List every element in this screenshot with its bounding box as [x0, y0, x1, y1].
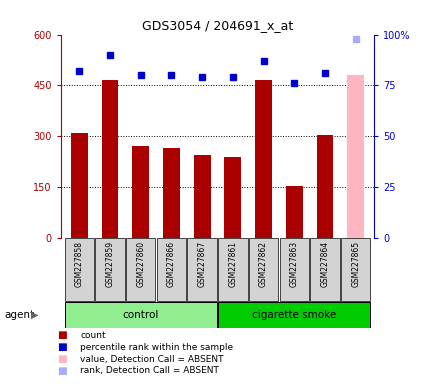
- Bar: [316, 135, 332, 238]
- Bar: [193, 155, 210, 238]
- Bar: [64, 302, 217, 328]
- Bar: [132, 147, 149, 238]
- Bar: [95, 238, 125, 301]
- Bar: [254, 80, 271, 238]
- Text: GSM227866: GSM227866: [167, 241, 175, 287]
- Bar: [64, 238, 94, 301]
- Text: GSM227860: GSM227860: [136, 241, 145, 287]
- Text: value, Detection Call = ABSENT: value, Detection Call = ABSENT: [80, 354, 224, 364]
- Bar: [217, 238, 247, 301]
- Bar: [187, 238, 217, 301]
- Bar: [126, 238, 155, 301]
- Text: GSM227862: GSM227862: [259, 241, 267, 287]
- Bar: [309, 238, 339, 301]
- Text: agent: agent: [4, 310, 34, 320]
- Text: ▶: ▶: [31, 310, 39, 320]
- Text: ■: ■: [56, 366, 66, 376]
- Bar: [71, 133, 88, 238]
- Text: cigarette smoke: cigarette smoke: [252, 310, 335, 320]
- Text: count: count: [80, 331, 106, 340]
- Text: GSM227859: GSM227859: [105, 241, 114, 287]
- Title: GDS3054 / 204691_x_at: GDS3054 / 204691_x_at: [141, 19, 293, 32]
- Text: GSM227863: GSM227863: [289, 241, 298, 287]
- Text: GSM227864: GSM227864: [320, 241, 329, 287]
- Text: GSM227861: GSM227861: [228, 241, 237, 287]
- Bar: [102, 80, 118, 238]
- Text: ■: ■: [56, 354, 66, 364]
- Text: GSM227858: GSM227858: [75, 241, 84, 287]
- Text: ■: ■: [56, 342, 66, 352]
- Text: rank, Detection Call = ABSENT: rank, Detection Call = ABSENT: [80, 366, 219, 376]
- Bar: [156, 238, 186, 301]
- Text: GSM227865: GSM227865: [350, 241, 359, 287]
- Text: GSM227867: GSM227867: [197, 241, 206, 287]
- Bar: [279, 238, 308, 301]
- Bar: [217, 302, 370, 328]
- Bar: [224, 157, 241, 238]
- Bar: [340, 238, 370, 301]
- Bar: [346, 75, 363, 238]
- Text: control: control: [122, 310, 158, 320]
- Text: ■: ■: [56, 330, 66, 340]
- Text: percentile rank within the sample: percentile rank within the sample: [80, 343, 233, 352]
- Bar: [285, 185, 302, 238]
- Bar: [248, 238, 278, 301]
- Bar: [163, 148, 180, 238]
